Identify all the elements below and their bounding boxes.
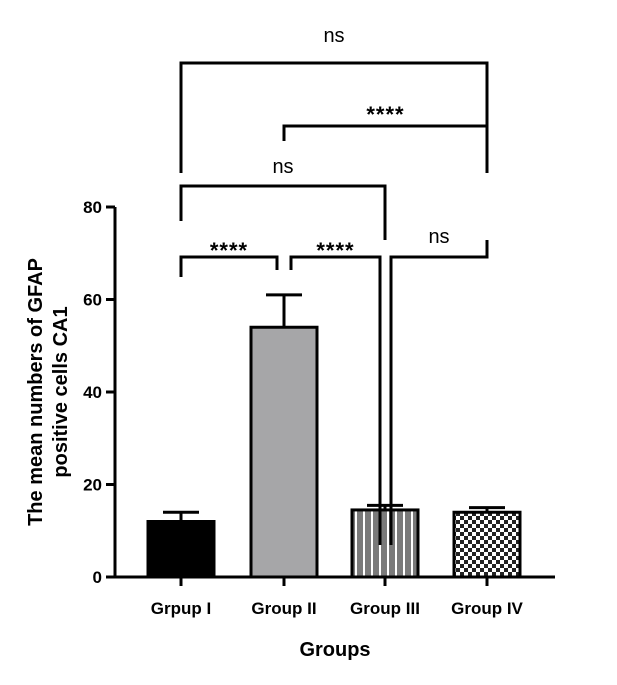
y-tick-label-40: 40 xyxy=(83,383,102,402)
x-tick-label-3: Group III xyxy=(350,599,420,618)
comparison-bracket-6 xyxy=(389,240,489,545)
bar-4 xyxy=(452,510,522,579)
comparison-label-3: ns xyxy=(272,156,293,178)
x-tick-label-4: Group IV xyxy=(451,599,523,618)
comparison-label-4: **** xyxy=(210,238,248,263)
comparison-bracket-5 xyxy=(289,255,382,545)
comparison-label-5: **** xyxy=(316,238,354,263)
error-bar-4 xyxy=(469,506,505,513)
bar-2 xyxy=(249,325,319,579)
y-tick-label-60: 60 xyxy=(83,291,102,310)
y-axis-title-line-1: The mean numbers of GFAP xyxy=(25,258,47,526)
x-tick-label-1: Grpup I xyxy=(151,599,211,618)
bar-3 xyxy=(350,508,420,579)
y-tick-label-20: 20 xyxy=(83,476,102,495)
y-axis-title-line-2: positive cells CA1 xyxy=(50,306,72,477)
comparison-bracket-3 xyxy=(179,184,387,240)
comparison-bracket-4 xyxy=(179,255,279,277)
comparison-label-2: **** xyxy=(366,102,404,127)
error-bar-3 xyxy=(367,503,403,510)
error-bar-1 xyxy=(163,510,199,522)
comparison-label-1: ns xyxy=(323,25,344,47)
comparison-label-6: ns xyxy=(428,226,449,248)
y-axis-title: The mean numbers of GFAP positive cells … xyxy=(25,258,72,526)
x-axis-title: Groups xyxy=(299,639,370,661)
y-tick-label-0: 0 xyxy=(93,568,102,587)
x-tick-label-2: Group II xyxy=(251,599,316,618)
plot-area: 0 20 40 60 80 Grpup I Group II Group III Group I… xyxy=(83,25,555,618)
y-tick-label-80: 80 xyxy=(83,198,102,217)
comparison-bracket-2 xyxy=(282,124,489,141)
error-bar-2 xyxy=(266,293,302,328)
comparison-bracket-1 xyxy=(179,61,489,173)
bar-1 xyxy=(146,520,216,579)
